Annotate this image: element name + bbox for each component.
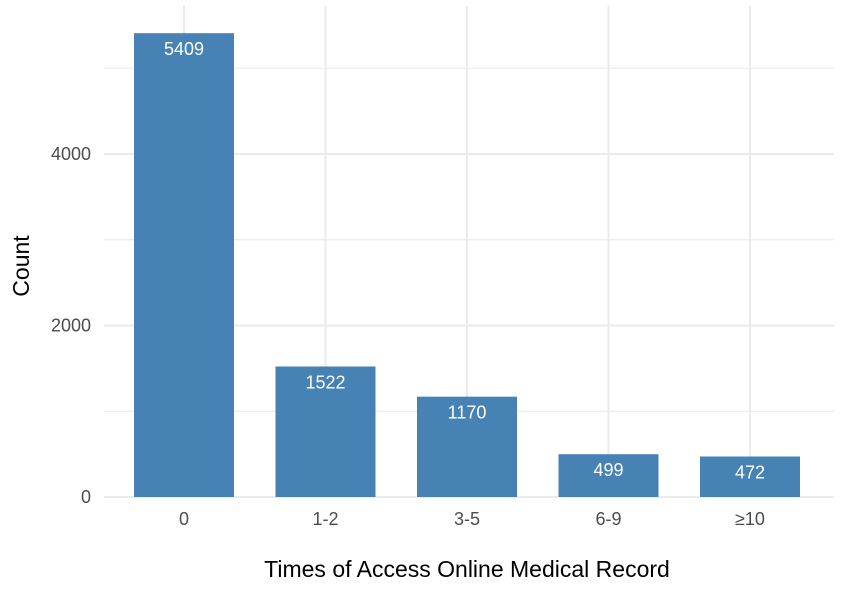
bar-value-label: 1522	[305, 372, 345, 392]
x-tick-label: 6-9	[595, 509, 621, 529]
x-tick-label: 1-2	[312, 509, 338, 529]
bar-value-label: 499	[593, 460, 623, 480]
x-axis-ticks: 0 1-2 3-5 6-9 ≥10	[179, 509, 765, 529]
x-tick-label: ≥10	[735, 509, 765, 529]
bar-2	[417, 396, 517, 497]
y-tick-label: 2000	[51, 316, 91, 336]
y-tick-label: 0	[81, 487, 91, 507]
bar-value-label: 472	[735, 463, 765, 483]
x-tick-label: 0	[179, 509, 189, 529]
bar-value-label: 5409	[164, 39, 204, 59]
y-tick-label: 4000	[51, 144, 91, 164]
bar-3	[558, 454, 659, 497]
x-tick-label: 3-5	[454, 509, 480, 529]
bar-0	[134, 33, 234, 497]
y-axis-ticks: 0 2000 4000	[51, 144, 91, 507]
x-axis-title: Times of Access Online Medical Record	[264, 556, 670, 582]
bar-value-label: 1170	[448, 403, 487, 423]
bar-4	[700, 456, 800, 497]
bar-1	[275, 366, 376, 497]
bars-layer	[134, 33, 800, 497]
y-axis-title: Count	[8, 235, 34, 297]
bar-labels-layer: 5409 1522 1170 499 472	[164, 39, 765, 482]
